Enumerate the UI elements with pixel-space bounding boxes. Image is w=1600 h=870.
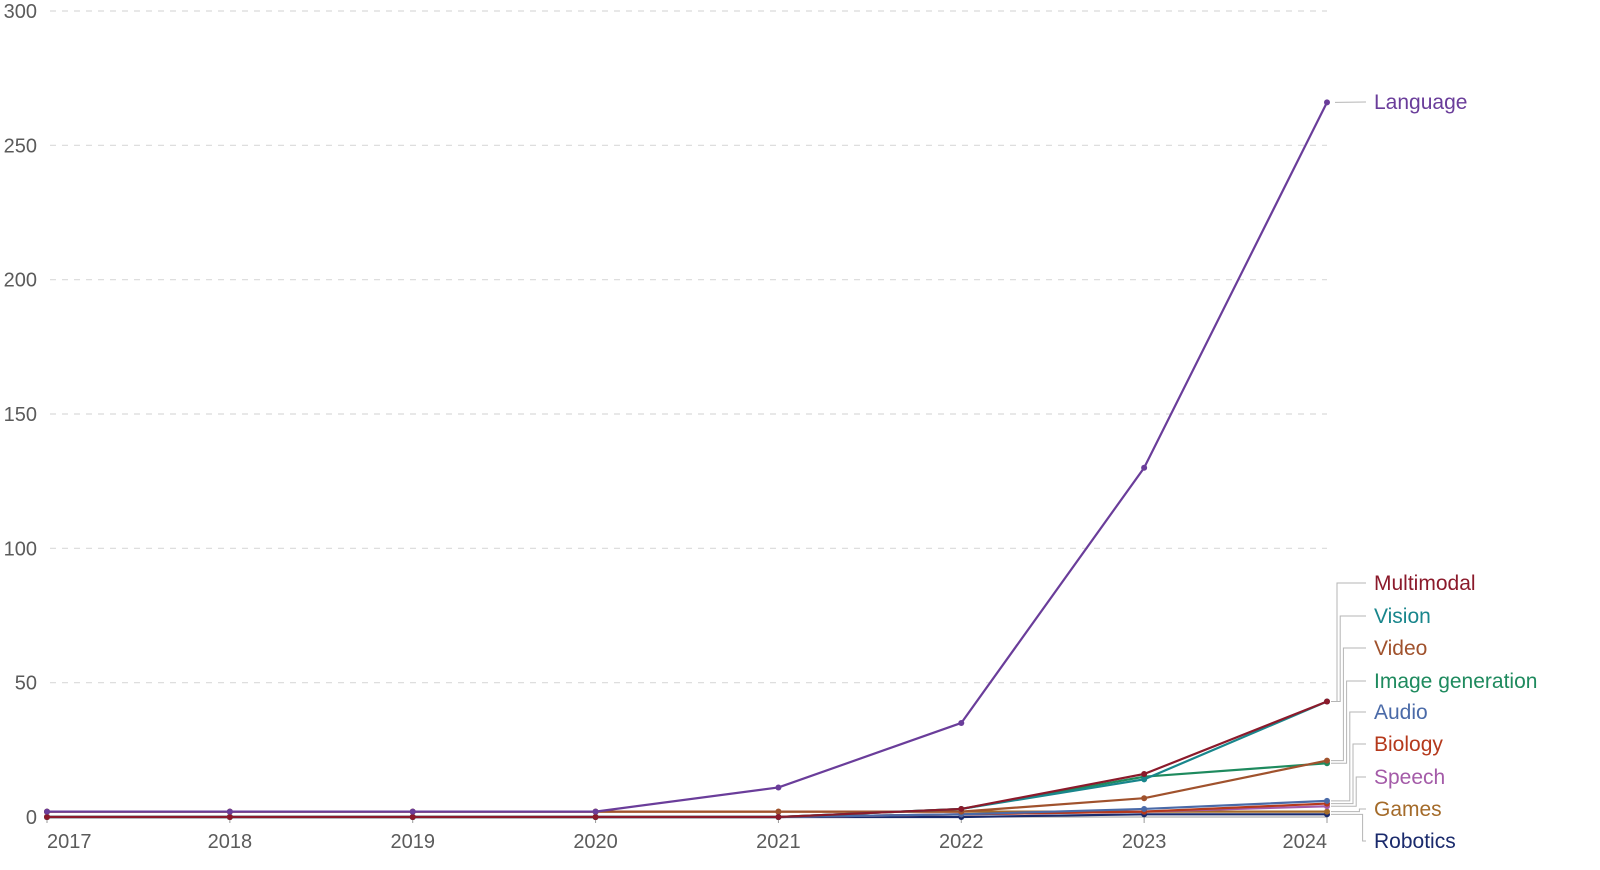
y-tick-label: 200 <box>4 270 37 292</box>
x-tick-label: 2023 <box>1122 831 1167 853</box>
y-tick-label: 300 <box>4 1 37 23</box>
data-point <box>409 808 416 815</box>
data-point <box>44 808 50 815</box>
grid-lines <box>47 10 1327 818</box>
data-point <box>1141 771 1148 778</box>
data-point <box>775 808 782 815</box>
label-leader-line <box>1331 615 1366 702</box>
series-line <box>47 759 1328 813</box>
data-point <box>1141 464 1148 471</box>
label-leader-line <box>1331 582 1366 702</box>
y-tick-label: 100 <box>4 538 37 560</box>
data-point <box>1141 805 1148 812</box>
y-tick-label: 50 <box>15 673 37 695</box>
x-tick-label: 2022 <box>939 831 984 853</box>
label-leader-line <box>1331 776 1366 807</box>
series-label: Biology <box>1374 733 1443 756</box>
x-tick-label: 2021 <box>756 831 801 853</box>
data-point <box>958 719 965 726</box>
series-lines <box>44 99 1330 820</box>
x-axis-ticks: 2017 2018 2019 2020 2021 2022 2023 2024 <box>46 817 1328 853</box>
label-leader-line <box>1331 743 1366 805</box>
data-point <box>592 814 599 820</box>
x-tick-label: 2017 <box>47 831 92 853</box>
data-point <box>226 814 233 820</box>
y-tick-label: 150 <box>4 404 37 426</box>
series-label: Vision <box>1374 605 1431 628</box>
label-leader-line <box>1331 813 1366 842</box>
data-point <box>1141 776 1148 783</box>
data-point <box>1324 698 1330 705</box>
series-label: Multimodal <box>1374 572 1476 595</box>
y-tick-label: 250 <box>4 135 37 157</box>
series-line <box>47 700 1328 819</box>
data-point <box>775 784 782 791</box>
series-label: Audio <box>1374 701 1428 724</box>
series-label: Games <box>1374 798 1442 821</box>
label-leader-line <box>1331 647 1366 762</box>
series-label: Image generation <box>1374 670 1537 693</box>
series-line <box>47 101 1328 813</box>
x-tick-label: 2020 <box>573 831 618 853</box>
data-point <box>775 814 782 820</box>
x-tick-label: 2024 <box>1283 831 1328 853</box>
data-point <box>1324 757 1330 764</box>
x-tick-label: 2019 <box>390 831 435 853</box>
data-point <box>409 814 416 820</box>
y-axis-ticks: 0 50 100 150 200 250 300 <box>4 1 37 829</box>
data-point <box>226 808 233 815</box>
data-point <box>1324 808 1330 815</box>
data-point <box>1324 99 1330 106</box>
data-point <box>1324 797 1330 804</box>
y-tick-label: 0 <box>26 807 37 829</box>
x-tick-label: 2018 <box>208 831 253 853</box>
label-leader-line <box>1331 680 1366 764</box>
series-label: Language <box>1374 91 1467 114</box>
data-point <box>592 808 599 815</box>
data-point <box>44 814 50 820</box>
data-point <box>1141 795 1148 802</box>
label-leader-line <box>1331 711 1366 802</box>
data-point <box>958 805 965 812</box>
label-leader-line <box>1331 808 1366 813</box>
series-label: Speech <box>1374 766 1445 789</box>
series-labels: Language Multimodal Vision Video Image gener… <box>1331 91 1537 853</box>
series-label: Video <box>1374 637 1427 660</box>
series-label: Robotics <box>1374 830 1456 853</box>
